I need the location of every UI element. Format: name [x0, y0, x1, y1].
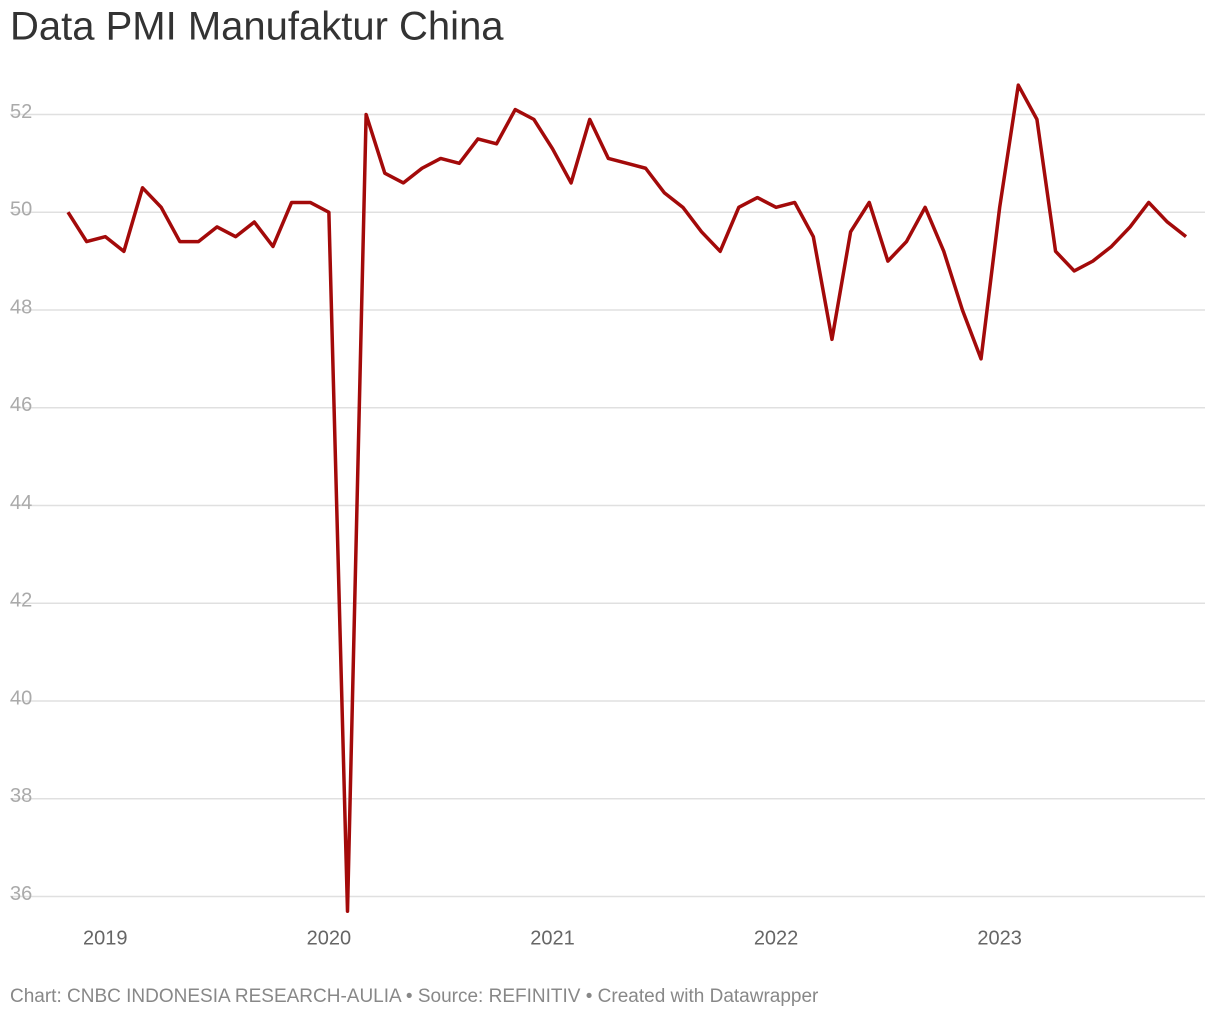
- x-tick-label: 2022: [754, 927, 799, 949]
- y-tick-label: 40: [10, 687, 32, 709]
- y-tick-label: 36: [10, 883, 32, 905]
- y-tick-label: 50: [10, 199, 32, 221]
- y-tick-label: 44: [10, 492, 32, 514]
- y-tick-label: 48: [10, 296, 32, 318]
- chart-title: Data PMI Manufaktur China: [10, 5, 504, 49]
- x-tick-label: 2020: [307, 927, 352, 949]
- line: [66, 83, 1188, 913]
- y-tick-label: 42: [10, 590, 32, 612]
- footer: Chart: CNBC INDONESIA RESEARCH-AULIA • S…: [10, 986, 819, 1007]
- x-tick-label: 2023: [977, 927, 1022, 949]
- x-tick-label: 2019: [83, 927, 128, 949]
- y-tick-label: 38: [10, 785, 32, 807]
- y-tick-label: 46: [10, 394, 32, 416]
- y-tick-label: 52: [10, 101, 32, 123]
- x-tick-label: 2021: [530, 927, 575, 949]
